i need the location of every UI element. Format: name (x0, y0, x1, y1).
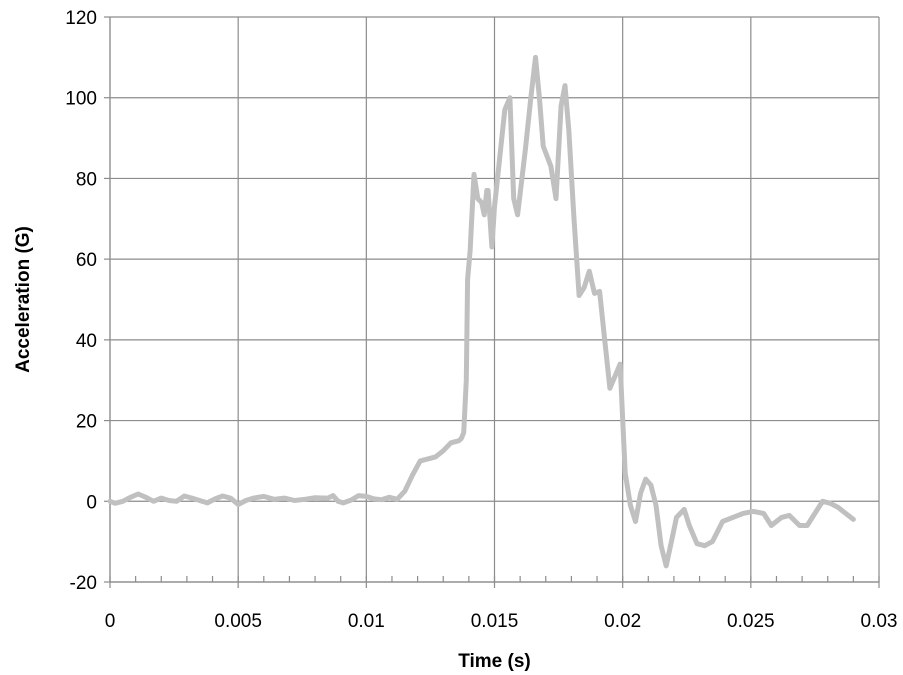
y-tick-label-4: 60 (76, 250, 97, 271)
x-axis-title: Time (s) (458, 651, 531, 672)
series-line-0 (107, 54, 856, 569)
y-tick-label-5: 80 (76, 169, 97, 190)
y-axis-title: Acceleration (G) (13, 226, 34, 373)
x-tick-label-1: 0.005 (214, 611, 262, 632)
x-tick-label-5: 0.025 (727, 611, 775, 632)
y-tick-label-6: 100 (65, 89, 97, 110)
y-tick-labels: -20 0 20 40 60 80 100 120 (65, 8, 97, 594)
x-tick-label-3: 0.015 (471, 611, 519, 632)
y-tick-label-1: 0 (86, 492, 97, 513)
series-layer (107, 54, 856, 569)
x-tick-label-2: 0.01 (348, 611, 385, 632)
x-tick-label-6: 0.03 (861, 611, 898, 632)
y-tick-label-7: 120 (65, 8, 97, 29)
x-tick-label-4: 0.02 (604, 611, 641, 632)
x-tick-label-0: 0 (105, 611, 116, 632)
y-tick-label-3: 40 (76, 331, 97, 352)
y-tick-label-0: -20 (70, 573, 97, 594)
y-tick-label-2: 20 (76, 412, 97, 433)
tick-marks (104, 16, 880, 588)
x-tick-labels: 0 0.005 0.01 0.015 0.02 0.025 0.03 (105, 611, 898, 632)
grid-lines (109, 16, 880, 583)
